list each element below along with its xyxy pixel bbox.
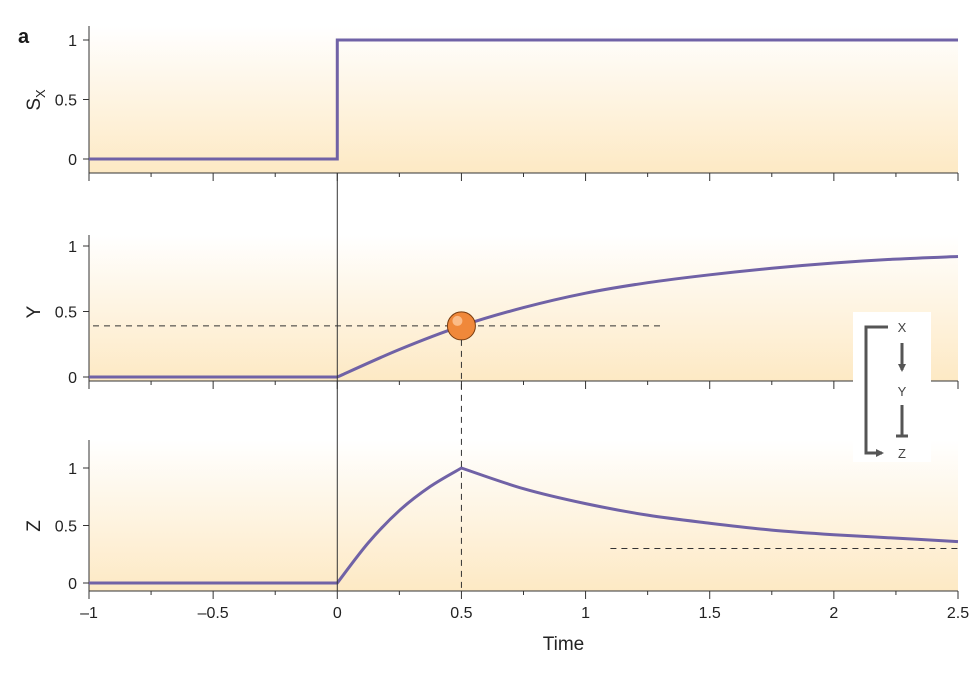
- feedforward-loop-diagram: X Y Z: [853, 312, 931, 462]
- inset-node-y: Y: [898, 384, 907, 399]
- y-axis-label: Z: [24, 520, 45, 532]
- x-tick-label: 0.5: [450, 605, 472, 622]
- y-tick-label: 1: [68, 33, 77, 50]
- x-tick-label: 2: [829, 605, 838, 622]
- inset-node-z: Z: [898, 446, 906, 461]
- y-tick-label: 0: [68, 576, 77, 593]
- x-tick-label: –1: [80, 605, 98, 622]
- y-tick-label: 1: [68, 239, 77, 256]
- threshold-crossing-marker: [446, 311, 476, 341]
- x-axis-label: Time: [543, 634, 585, 655]
- direct-activation-arrow: [864, 325, 888, 457]
- series-line: [89, 466, 959, 585]
- inset-node-x: X: [898, 320, 907, 335]
- y-tick-label: 0: [68, 152, 77, 169]
- panel-z: 0 0.5 1 –1 –0.5 0 0.5 1 1.5 2 2.5 Z Time: [24, 440, 969, 655]
- panel-label: a: [18, 26, 30, 48]
- plot-background: [89, 26, 958, 173]
- x-tick-label: 2.5: [947, 605, 969, 622]
- y-tick-label: 0.5: [55, 519, 77, 536]
- x-tick-label: 0: [333, 605, 342, 622]
- y-tick-label: 0.5: [55, 305, 77, 322]
- series-line: [89, 38, 958, 161]
- y-tick-label: 1: [68, 461, 77, 478]
- series-line: [89, 254, 959, 379]
- panel-s: 0 0.5 1 SX: [24, 26, 959, 181]
- y-axis-label: SX: [24, 89, 48, 111]
- x-tick-label: 1.5: [699, 605, 721, 622]
- marker-highlight: [452, 315, 463, 326]
- panel-y: 0 0.5 1 Y: [24, 235, 959, 389]
- y-axis-label: Y: [24, 305, 45, 318]
- y-tick-label: 0: [68, 370, 77, 387]
- x-tick-label: –0.5: [198, 605, 229, 622]
- y-tick-label: 0.5: [55, 93, 77, 110]
- x-tick-label: 1: [581, 605, 590, 622]
- plot-background: [89, 440, 958, 591]
